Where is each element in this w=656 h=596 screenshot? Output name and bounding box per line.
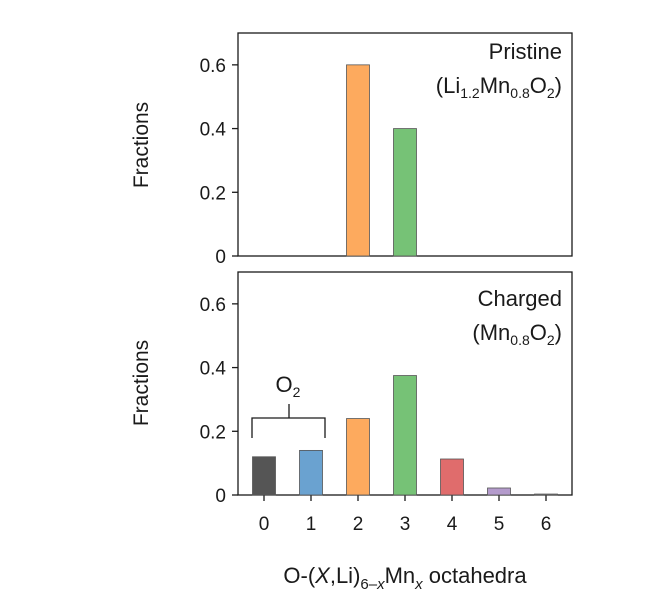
- pristine-bar-3: [393, 128, 417, 257]
- charged-y-tick-label: 0.4: [200, 359, 227, 380]
- o2-bracket-label: O2: [276, 372, 301, 400]
- pristine-bars: [346, 64, 417, 257]
- charged-bar-3: [393, 375, 417, 496]
- charged-x-tick-label: 0: [259, 514, 270, 535]
- pristine-y-axis: 0 0.2 0.4 0.6: [200, 56, 238, 268]
- charged-x-tick-label: 1: [306, 514, 317, 535]
- o2-bracket: [251, 404, 326, 438]
- pristine-y-tick-label: 0.6: [200, 56, 226, 77]
- charged-x-tick-label: 4: [447, 514, 458, 535]
- x-axis-label: O-(X,Li)6–xMnx octahedra: [283, 563, 527, 593]
- charged-x-tick-label: 5: [494, 514, 505, 535]
- charged-y-axis: 0 0.2 0.4 0.6: [200, 295, 238, 507]
- charged-bar-4: [440, 458, 464, 496]
- charged-y-tick-label: 0.2: [200, 422, 226, 443]
- charged-bar-1: [299, 449, 323, 496]
- charged-y-tick-label: 0: [215, 486, 226, 507]
- pristine-panel: 0 0.2 0.4 0.6 Fractions Pristine (Li1.2Mn0.…: [130, 32, 573, 268]
- pristine-y-tick-label: 0.4: [200, 120, 227, 141]
- charged-x-tick-label: 2: [353, 514, 364, 535]
- pristine-bar-2: [346, 64, 370, 257]
- charged-bar-6: [534, 493, 558, 496]
- charged-x-tick-label: 3: [400, 514, 411, 535]
- charged-y-tick-label: 0.6: [200, 295, 226, 316]
- charged-panel: 0 0.2 0.4 0.6 0 1 2 3 4 5 6 Fractions Charged (Mn…: [130, 271, 573, 535]
- charged-bar-0: [252, 456, 276, 496]
- pristine-y-axis-label: Fractions: [130, 102, 153, 188]
- charged-bars: [252, 375, 558, 496]
- pristine-y-tick-label: 0.2: [200, 183, 226, 204]
- charged-x-axis: 0 1 2 3 4 5 6: [259, 495, 552, 535]
- charged-annotation-formula: (Mn0.8O2): [472, 320, 562, 348]
- charged-annotation-title: Charged: [478, 286, 562, 311]
- pristine-annotation-formula: (Li1.2Mn0.8O2): [436, 73, 562, 101]
- charged-y-axis-label: Fractions: [130, 340, 153, 426]
- pristine-y-tick-label: 0: [215, 247, 226, 268]
- charged-x-tick-label: 6: [541, 514, 552, 535]
- charged-bar-2: [346, 418, 370, 496]
- charged-bar-5: [487, 487, 511, 496]
- pristine-annotation-title: Pristine: [489, 39, 562, 64]
